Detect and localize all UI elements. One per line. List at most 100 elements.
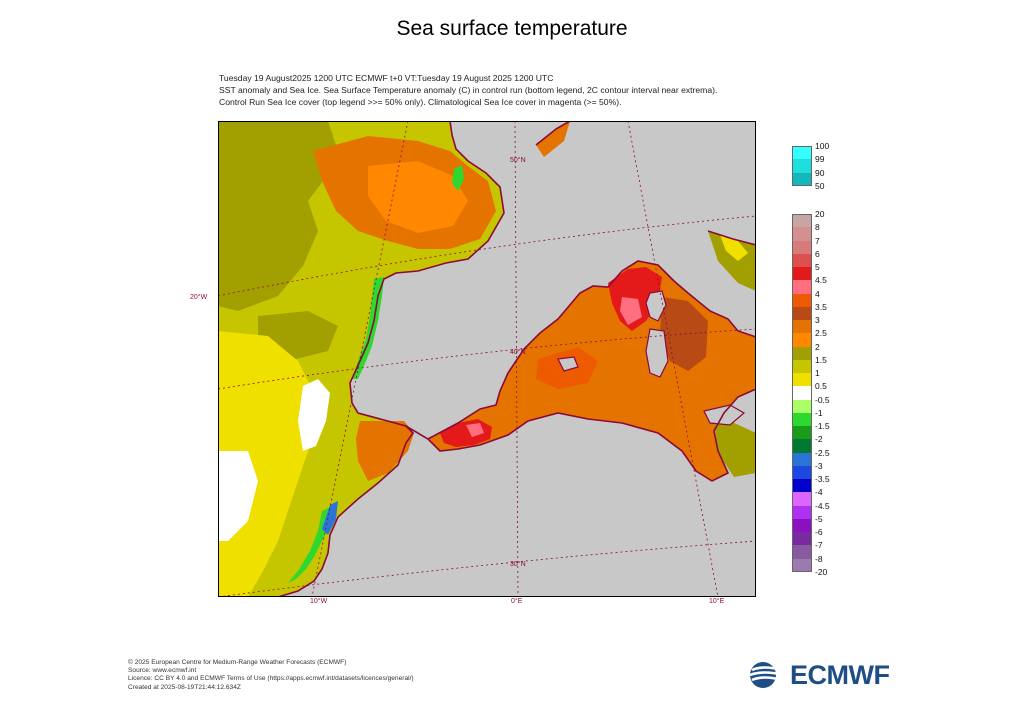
ecmwf-logo-icon (749, 662, 785, 688)
legend-swatch (792, 426, 812, 440)
legend-label: -4 (815, 487, 823, 498)
lon-side-label-20w: 20°W (190, 294, 208, 301)
legend-swatch (792, 386, 812, 400)
graticule-line-50n (218, 215, 756, 297)
coastline-lion (535, 121, 571, 146)
legend-label: 100 (815, 141, 830, 151)
legend-swatch (792, 545, 812, 559)
legend-swatch (792, 253, 812, 267)
legend-label: -0.5 (815, 394, 830, 405)
legend-label: -1 (815, 407, 823, 418)
legend-label: 99 (815, 154, 825, 165)
lon-label-10e: 10°E (709, 598, 725, 605)
adriatic-yellow (720, 235, 748, 261)
legend-label: 90 (815, 167, 825, 178)
legend-swatch (792, 479, 812, 493)
legend-label: 0.5 (815, 381, 827, 392)
sst-anomaly-map[interactable]: 50°N 40°N 30°N (218, 121, 756, 597)
legend-label: -6 (815, 527, 823, 537)
legend-swatch (792, 359, 812, 373)
ecmwf-logo[interactable]: ECMWF (748, 660, 898, 690)
legend-swatch (792, 399, 812, 413)
biscay-coastal-green (452, 165, 464, 191)
morocco-coastal-blue (322, 501, 338, 535)
alboran-pink-core (466, 423, 484, 437)
graticule-line-40n (218, 328, 756, 390)
subtitle-line-3: Control Run Sea Ice cover (top legend >>… (219, 97, 622, 107)
legend-label: 50 (815, 181, 825, 192)
lon-label-10w: 10°W (310, 598, 328, 605)
lat-label-50n: 50°N (510, 157, 526, 164)
legend-label: 20 (815, 209, 825, 219)
map-canvas (218, 121, 756, 597)
graticule-line-30n (218, 540, 756, 597)
footer-source: Source: www.ecmwf.int (128, 667, 197, 675)
legend-swatch (792, 465, 812, 479)
coastline-north-med (427, 260, 756, 440)
legend-label: 6 (815, 248, 820, 259)
legend-label: -1.5 (815, 421, 830, 431)
lon-label-0e: 0°E (511, 598, 523, 605)
legend-swatch (792, 333, 812, 347)
subtitle-line-1: Tuesday 19 August2025 1200 UTC ECMWF t+0… (219, 73, 554, 83)
footer-licence: Licence: CC BY 4.0 and ECMWF Terms of Us… (128, 675, 414, 683)
legend-label: 2 (815, 341, 820, 352)
graticule (218, 121, 756, 597)
morocco-coastal-green (288, 505, 334, 583)
legend-swatch (792, 492, 812, 506)
legend-swatch (792, 373, 812, 387)
legend-label: -4.5 (815, 500, 830, 511)
legend-swatch (792, 280, 812, 294)
legend-swatch (792, 505, 812, 519)
biscay-dark-orange (368, 161, 468, 233)
legend-swatch (792, 267, 812, 281)
adriatic-olive (708, 231, 756, 291)
atlantic-white-patch (298, 379, 330, 451)
graticule-line-0e (514, 121, 519, 597)
footer-copyright: © 2025 European Centre for Medium-Range … (128, 659, 347, 666)
sicily-island (703, 404, 746, 426)
graticule-line-10e (627, 121, 719, 597)
legend-swatch (792, 346, 812, 360)
atlantic-yellow-south (218, 331, 318, 597)
iberian-upwelling-green (352, 277, 384, 379)
legend-swatch (792, 240, 812, 254)
legend-swatch (792, 558, 812, 572)
ecmwf-logo-text: ECMWF (790, 659, 890, 690)
legend-label: -20 (815, 566, 828, 577)
page-title: Sea surface temperature (396, 17, 628, 40)
coastline (349, 121, 756, 482)
legend-label: -2.5 (815, 447, 830, 458)
mallorca-island (557, 356, 579, 372)
legend-swatch (792, 518, 812, 532)
legend-label: 1 (815, 368, 820, 378)
footer-credits: © 2025 European Centre for Medium-Range … (128, 659, 414, 692)
legend-swatch (792, 172, 812, 187)
atlantic-olive-anomaly (218, 121, 338, 311)
legend-label: -3 (815, 460, 823, 471)
legend-label: 8 (815, 222, 820, 233)
legend-label: 7 (815, 235, 820, 246)
legend-label: -2 (815, 434, 823, 445)
legend-label: 1.5 (815, 354, 827, 365)
legend-swatch (792, 159, 812, 173)
legend-label: 3 (815, 315, 820, 325)
legend-swatch (792, 146, 812, 160)
footer-created: Created at 2025-08-19T21:44:12.634Z (128, 683, 241, 691)
sardinia-island (645, 328, 669, 378)
legend-label: 4.5 (815, 275, 827, 286)
lat-label-40n: 40°N (510, 349, 526, 356)
legend-swatch (792, 412, 812, 426)
legend-swatch (792, 227, 812, 241)
legend-frame (792, 146, 812, 187)
legend-label: 3.5 (815, 301, 827, 312)
lion-gulf-orange (536, 121, 570, 157)
map-frame (218, 121, 756, 597)
atlantic-white-patch-2 (218, 451, 258, 541)
ionian-olive (714, 421, 756, 477)
coastline-adriatic (707, 230, 756, 246)
lat-label-30n: 30°N (510, 561, 526, 568)
tyrrhenian-pink-core (620, 297, 642, 325)
gulf-cadiz-orange (356, 421, 414, 481)
legend-swatch (792, 306, 812, 320)
